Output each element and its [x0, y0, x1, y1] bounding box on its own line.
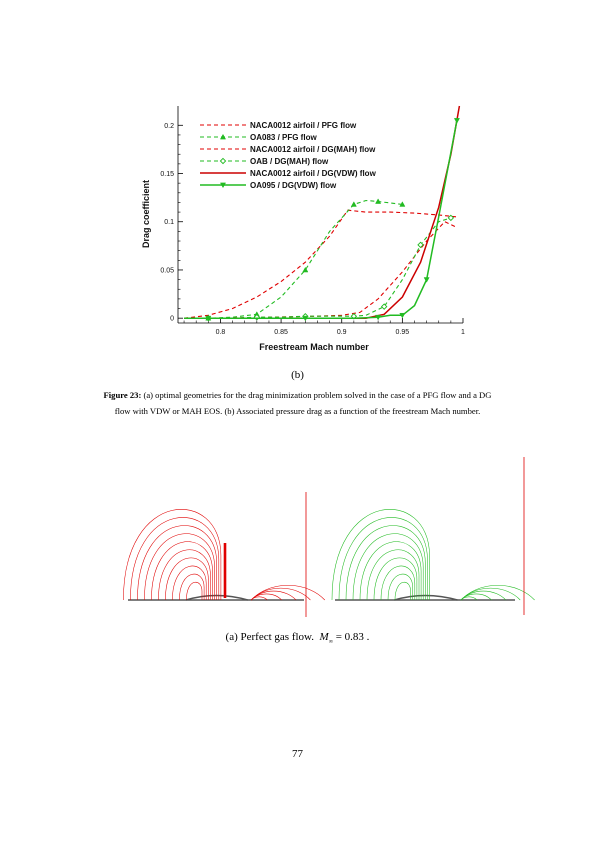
pressure-contour-figures: [123, 457, 535, 617]
series-line: [184, 217, 452, 319]
data-point-marker: [219, 133, 227, 140]
isobar-contour: [151, 541, 213, 601]
legend-entry: NACA0012 airfoil / DG(MAH) flow: [200, 145, 376, 154]
legend-label: OA083 / PFG flow: [250, 133, 317, 142]
mach-symbol: M: [319, 631, 329, 643]
data-point-marker: [219, 157, 227, 165]
legend-label: NACA0012 airfoil / DG(MAH) flow: [250, 145, 376, 154]
series-2: [184, 198, 406, 321]
x-tick-label: 0.85: [274, 329, 288, 336]
data-point-marker: [423, 277, 430, 283]
x-tick-label: 0.8: [216, 329, 226, 336]
legend-entry: NACA0012 airfoil / DG(VDW) flow: [200, 169, 377, 178]
y-tick-label: 0.05: [160, 267, 174, 274]
data-point-marker: [447, 214, 455, 222]
data-point-marker: [399, 312, 406, 319]
data-point-marker: [453, 118, 460, 124]
isobar-contour: [373, 557, 418, 601]
mach-subscript: ∞: [328, 639, 333, 646]
data-point-marker: [219, 182, 227, 189]
isobar-contour: [250, 585, 326, 601]
x-tick-label: 1: [461, 329, 465, 336]
figure-caption-label: Figure 23:: [103, 390, 142, 400]
green-pressure-contours: [331, 509, 535, 601]
series-3: [184, 221, 458, 319]
x-axis-title: Freestream Mach number: [259, 342, 369, 352]
isobar-contour: [172, 565, 207, 601]
isobar-contour: [158, 549, 211, 601]
data-point-marker: [350, 201, 357, 207]
data-point-marker: [380, 303, 388, 310]
page-number: 77: [292, 748, 303, 760]
y-tick-label: 0: [170, 316, 174, 323]
chart-axes: 0 0.05 0.1 0.15 0.2 0.8 0.85 0.9 0.95 1: [160, 106, 465, 336]
y-tick-label: 0.2: [164, 123, 174, 130]
data-point-marker: [417, 241, 424, 249]
legend-entry: OA083 / PFG flow: [200, 133, 317, 142]
red-pressure-contours: [123, 509, 326, 601]
isobar-contour: [144, 533, 215, 601]
isobar-contour: [460, 585, 535, 601]
isobar-contour: [352, 533, 424, 601]
figure-caption-text: (a) optimal geometries for the drag mini…: [114, 390, 492, 416]
isobar-contour: [250, 587, 311, 601]
series-line: [184, 209, 457, 319]
isobar-contour: [179, 573, 205, 601]
series-line: [184, 221, 458, 319]
y-tick-label: 0.1: [164, 219, 174, 226]
series-4: [184, 214, 455, 322]
isobar-contour: [137, 525, 217, 601]
subfigure-label-b: (b): [291, 369, 304, 381]
legend-label: OAB / DG(MAH) flow: [250, 157, 329, 166]
legend-label: NACA0012 airfoil / PFG flow: [250, 121, 357, 130]
isobar-contour: [359, 541, 422, 601]
series-line: [184, 120, 458, 319]
data-point-marker: [375, 314, 382, 321]
isobar-contour: [387, 573, 413, 601]
isobar-contour: [130, 517, 220, 601]
isobar-contour: [186, 582, 203, 601]
x-tick-label: 0.95: [396, 329, 410, 336]
data-point-marker: [205, 315, 212, 322]
isobar-contour: [338, 517, 428, 601]
legend-entry: OAB / DG(MAH) flow: [200, 157, 329, 166]
data-point-marker: [375, 198, 382, 204]
series-1: [184, 209, 457, 319]
isobar-contour: [380, 565, 416, 601]
x-tick-label: 0.9: [337, 329, 347, 336]
legend-label: OA095 / DG(VDW) flow: [250, 181, 337, 190]
data-point-marker: [302, 315, 309, 322]
series-line: [184, 199, 403, 319]
series-5: [184, 105, 461, 319]
isobar-contour: [345, 525, 426, 601]
chart-legend: NACA0012 airfoil / PFG flow OA083 / PFG f…: [200, 121, 377, 190]
isobar-contour: [366, 549, 420, 601]
data-point-marker: [302, 266, 309, 273]
isobar-contour: [460, 587, 521, 601]
isobar-contour: [165, 557, 209, 601]
series-6: [184, 118, 460, 322]
y-axis-title: Drag coefficient: [141, 180, 151, 248]
contour-caption-prefix: (a) Perfect gas flow.: [225, 631, 315, 643]
y-tick-label: 0.15: [160, 171, 174, 178]
drag-coefficient-chart: 0 0.05 0.1 0.15 0.2 0.8 0.85 0.9 0.95 1 NACA0012 …: [141, 105, 465, 352]
data-point-marker: [399, 201, 406, 207]
legend-entry: NACA0012 airfoil / PFG flow: [200, 121, 357, 130]
series-line: [184, 105, 461, 319]
isobar-contour: [394, 582, 411, 601]
chart-series-layer: [184, 105, 461, 322]
legend-label: NACA0012 airfoil / DG(VDW) flow: [250, 169, 377, 178]
figure-caption: Figure 23: (a) optimal geometries for th…: [96, 387, 499, 419]
legend-entry: OA095 / DG(VDW) flow: [200, 181, 337, 190]
mach-equation: = 0.83 .: [332, 631, 370, 643]
contour-caption: (a) Perfect gas flow. M∞ = 0.83 .: [0, 631, 595, 645]
